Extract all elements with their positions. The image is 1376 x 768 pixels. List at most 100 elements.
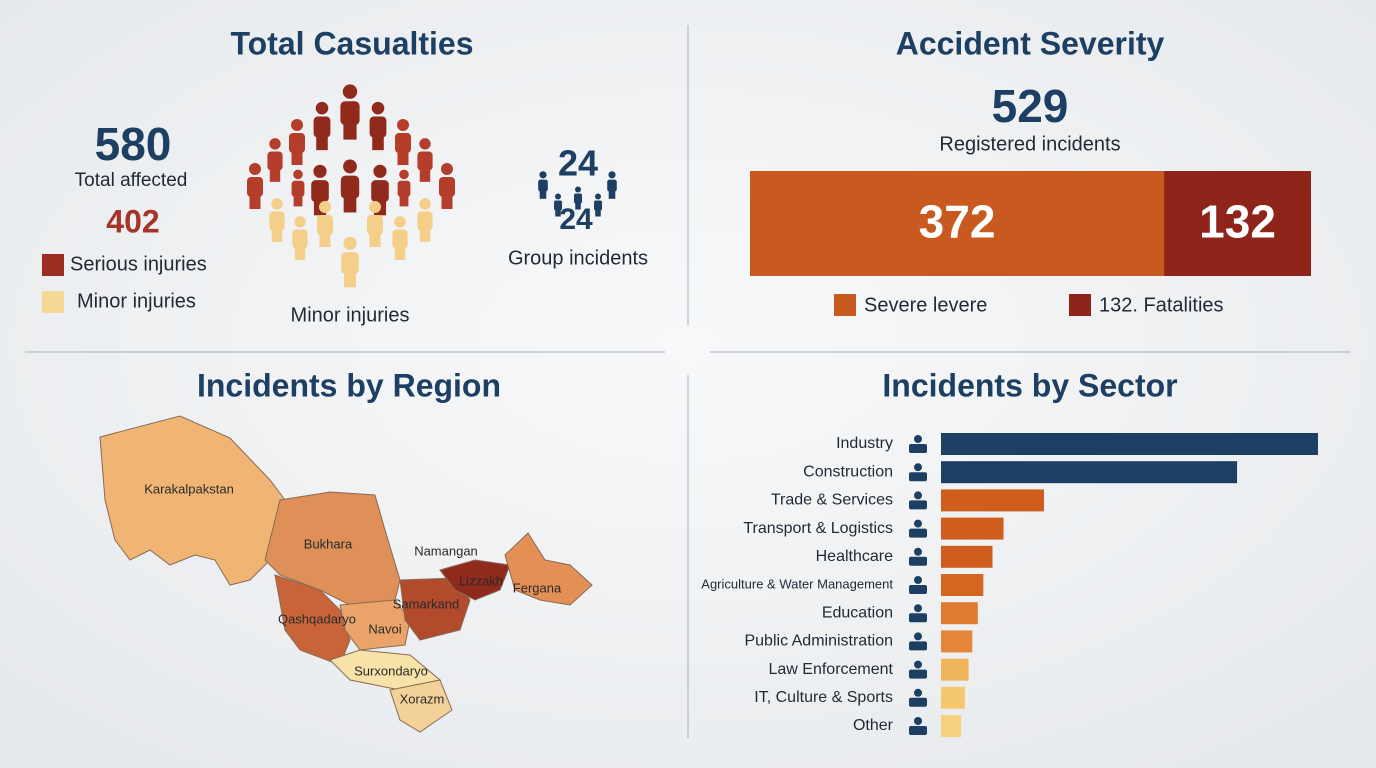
figure-caption: Minor injuries bbox=[291, 304, 410, 326]
sector-icon bbox=[909, 472, 927, 482]
bar bbox=[941, 433, 1318, 455]
sector-icon bbox=[909, 500, 927, 510]
person-head bbox=[575, 186, 581, 193]
category-label: Agriculture & Water Management bbox=[701, 576, 893, 591]
category-label: Law Enforcement bbox=[768, 661, 893, 678]
person-legs bbox=[291, 151, 303, 165]
person-head bbox=[394, 216, 406, 228]
bar bbox=[941, 517, 1004, 540]
person-head bbox=[397, 119, 409, 131]
person-head bbox=[539, 171, 547, 179]
region-label: Samarkand bbox=[393, 596, 459, 611]
person-head bbox=[419, 198, 431, 210]
person-head bbox=[315, 101, 329, 115]
person-legs bbox=[555, 209, 561, 217]
bar-segment bbox=[750, 171, 1165, 276]
total-label: Total affected bbox=[75, 170, 188, 191]
region-shape bbox=[439, 559, 511, 601]
person-body bbox=[371, 180, 389, 203]
legend-swatch bbox=[42, 291, 64, 313]
person-legs bbox=[399, 195, 409, 207]
region-shape bbox=[339, 599, 411, 651]
person-legs bbox=[343, 196, 357, 213]
person-body bbox=[594, 200, 602, 211]
sector-icon bbox=[914, 435, 922, 443]
person-legs bbox=[271, 228, 283, 242]
sector-icon bbox=[909, 556, 927, 566]
person-head bbox=[343, 159, 357, 174]
person-legs bbox=[608, 190, 616, 199]
region-shape bbox=[99, 415, 286, 586]
sector-icon bbox=[909, 444, 927, 453]
person-body bbox=[397, 180, 411, 197]
person-legs bbox=[343, 122, 357, 140]
sector-icon bbox=[914, 604, 922, 613]
legend-label: 132. Fatalities bbox=[1099, 294, 1224, 316]
person-body bbox=[554, 200, 562, 211]
category-label: Industry bbox=[836, 435, 893, 452]
person-head bbox=[293, 169, 303, 180]
sector-icon bbox=[914, 660, 922, 669]
person-body bbox=[247, 177, 263, 197]
region-label: Qashqadaryo bbox=[278, 611, 356, 626]
region-shape bbox=[389, 679, 453, 733]
person-body bbox=[340, 175, 360, 199]
people-figure bbox=[247, 84, 455, 288]
person-legs bbox=[539, 190, 547, 199]
region-shape bbox=[274, 574, 351, 666]
person-body bbox=[395, 133, 411, 153]
category-label: Other bbox=[853, 717, 894, 734]
category-label: Construction bbox=[803, 463, 893, 480]
sector-icon bbox=[914, 463, 922, 472]
person-legs bbox=[293, 195, 303, 207]
sector-icon bbox=[914, 717, 922, 725]
bar bbox=[941, 545, 993, 568]
person-body bbox=[269, 211, 285, 231]
person-head bbox=[313, 164, 327, 178]
person-body bbox=[607, 179, 617, 192]
sector-icon bbox=[914, 632, 922, 641]
sector-icon bbox=[914, 688, 922, 697]
legend-swatch bbox=[1069, 294, 1091, 316]
total-number: 580 bbox=[95, 118, 172, 170]
region-label: Fergana bbox=[513, 580, 562, 595]
region-label: Navoi bbox=[368, 621, 401, 636]
person-head bbox=[608, 171, 616, 179]
person-head bbox=[369, 201, 381, 213]
region-shape bbox=[504, 532, 593, 606]
person-body bbox=[574, 193, 582, 204]
person-head bbox=[399, 169, 409, 180]
group-label: Group incidents bbox=[508, 247, 648, 269]
person-legs bbox=[575, 202, 581, 210]
bar bbox=[941, 461, 1238, 484]
person-head bbox=[319, 201, 331, 213]
sector-icon bbox=[914, 491, 922, 500]
map bbox=[99, 415, 593, 733]
sector-icon bbox=[914, 519, 922, 528]
region-label: Namangan bbox=[414, 543, 478, 558]
person-body bbox=[289, 133, 305, 153]
person-body bbox=[392, 229, 408, 249]
severity-bar: 372 Severe levere 132 132. Fatalities bbox=[750, 171, 1311, 316]
region-label: Karakalpakstan bbox=[144, 481, 234, 496]
person-body bbox=[538, 179, 548, 192]
legend-swatch bbox=[42, 254, 64, 276]
sector-icon bbox=[909, 613, 927, 623]
person-head bbox=[269, 138, 281, 150]
legend-label: Severe levere bbox=[864, 294, 987, 316]
bar bbox=[941, 574, 984, 596]
person-head bbox=[294, 216, 306, 228]
person-legs bbox=[319, 233, 331, 247]
person-legs bbox=[269, 168, 281, 182]
bar bbox=[941, 630, 973, 653]
person-legs bbox=[595, 209, 601, 217]
legend-label: Minor injuries bbox=[77, 290, 196, 312]
sector-icon bbox=[914, 547, 922, 556]
total-number: 529 bbox=[992, 80, 1069, 132]
category-label: Healthcare bbox=[816, 548, 893, 565]
legend-label: Serious injuries bbox=[70, 253, 207, 275]
person-body bbox=[417, 151, 433, 171]
person-legs bbox=[441, 195, 453, 209]
sector-icon bbox=[914, 576, 922, 584]
